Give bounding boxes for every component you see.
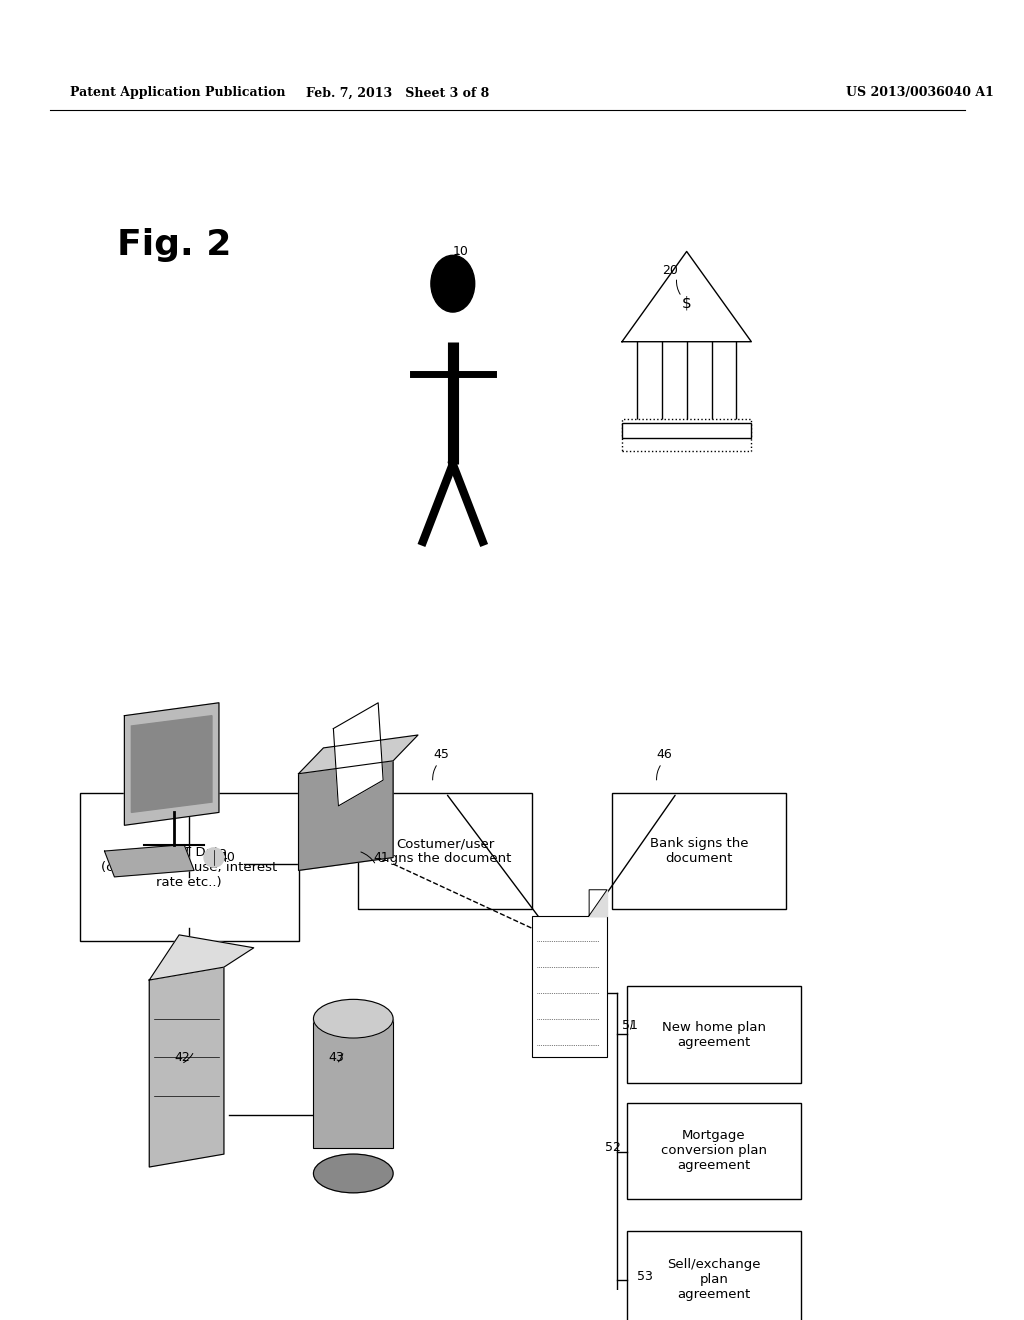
Text: Fig. 2: Fig. 2	[117, 228, 231, 261]
Text: 20: 20	[662, 264, 678, 277]
Polygon shape	[334, 702, 383, 807]
FancyBboxPatch shape	[627, 1102, 801, 1200]
Text: 46: 46	[656, 748, 673, 760]
Text: US 2013/0036040 A1: US 2013/0036040 A1	[846, 86, 993, 99]
Text: Mortgage
conversion plan
agreement: Mortgage conversion plan agreement	[662, 1130, 767, 1172]
Polygon shape	[622, 251, 752, 342]
FancyBboxPatch shape	[612, 793, 786, 909]
Text: 10: 10	[453, 246, 469, 257]
Text: 45: 45	[433, 748, 449, 760]
Text: New home plan
agreement: New home plan agreement	[663, 1020, 766, 1049]
Text: 50: 50	[552, 941, 568, 954]
FancyBboxPatch shape	[622, 422, 752, 438]
Ellipse shape	[204, 847, 224, 867]
Text: Bank signs the
document: Bank signs the document	[650, 837, 749, 865]
FancyBboxPatch shape	[627, 986, 801, 1084]
FancyBboxPatch shape	[532, 916, 607, 1057]
FancyBboxPatch shape	[622, 418, 752, 451]
Polygon shape	[124, 702, 219, 825]
Polygon shape	[150, 968, 224, 1167]
Text: INPUT Data
(costumer, house, interest
rate etc..): INPUT Data (costumer, house, interest ra…	[101, 846, 278, 888]
Polygon shape	[589, 890, 607, 916]
Text: Costumer/user
signs the document: Costumer/user signs the document	[379, 837, 512, 865]
Polygon shape	[150, 935, 254, 979]
Text: 44: 44	[159, 735, 175, 748]
FancyBboxPatch shape	[358, 793, 532, 909]
Polygon shape	[104, 845, 195, 876]
Polygon shape	[299, 735, 418, 774]
Text: Feb. 7, 2013   Sheet 3 of 8: Feb. 7, 2013 Sheet 3 of 8	[306, 86, 489, 99]
Text: 40: 40	[219, 851, 234, 865]
Text: Sell/exchange
plan
agreement: Sell/exchange plan agreement	[668, 1258, 761, 1302]
Polygon shape	[131, 715, 212, 812]
Ellipse shape	[313, 999, 393, 1038]
FancyBboxPatch shape	[80, 793, 299, 941]
Polygon shape	[299, 760, 393, 870]
Circle shape	[431, 255, 475, 312]
Text: 42: 42	[174, 1051, 189, 1064]
Ellipse shape	[313, 1154, 393, 1193]
Text: 43: 43	[329, 1051, 344, 1064]
Text: 51: 51	[622, 1019, 638, 1032]
FancyBboxPatch shape	[627, 1232, 801, 1320]
Text: Patent Application Publication: Patent Application Publication	[70, 86, 285, 99]
Text: 53: 53	[637, 1270, 652, 1283]
FancyBboxPatch shape	[313, 1019, 393, 1147]
Text: $: $	[682, 296, 691, 310]
Text: 41: 41	[373, 851, 389, 865]
Text: 52: 52	[605, 1142, 621, 1154]
